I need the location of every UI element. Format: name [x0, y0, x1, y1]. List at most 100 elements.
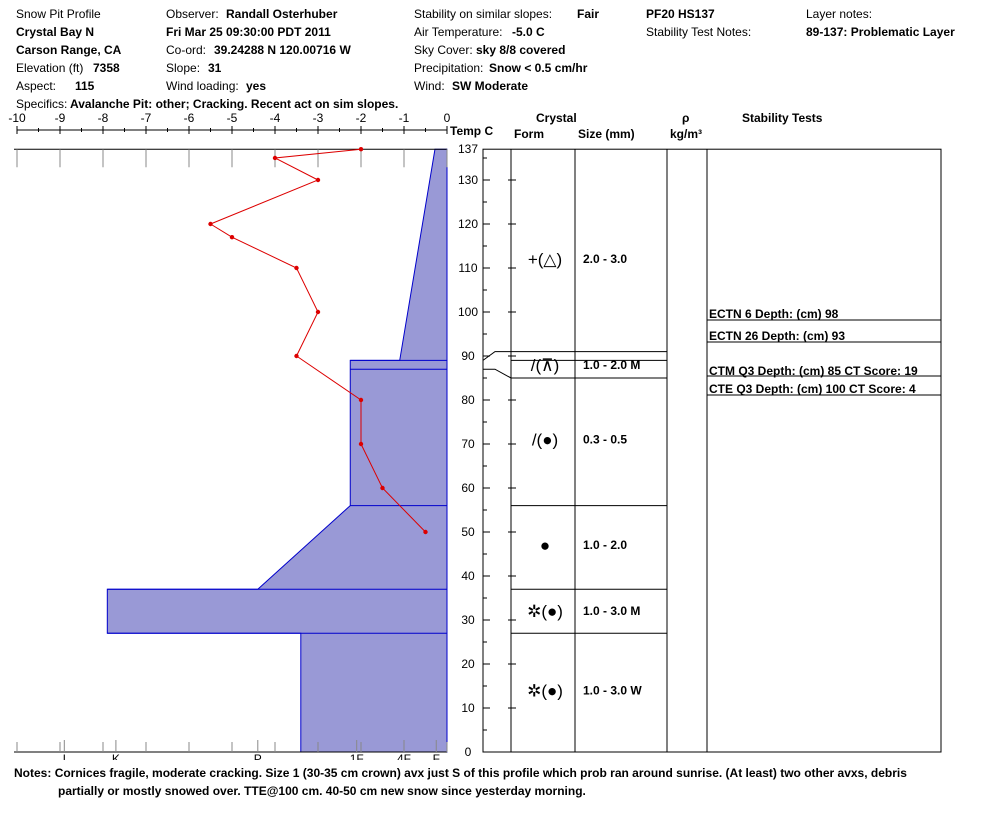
specifics-value: Avalanche Pit: other; Cracking. Recent a…: [70, 97, 399, 111]
stability-test-label: CTM Q3 Depth: (cm) 85 CT Score: 19: [709, 364, 918, 378]
sky-value: sky 8/8 covered: [476, 43, 566, 57]
elevation-label: Elevation (ft): [16, 61, 84, 75]
temp-column-header: Temp C: [450, 124, 494, 138]
hardness-tick-label: 1F: [350, 752, 364, 760]
temperature-point: [315, 309, 321, 315]
observer-value: Randall Osterhuber: [226, 7, 338, 21]
stability-value: Fair: [577, 7, 600, 21]
height-tick-label: 70: [461, 437, 475, 451]
height-tick-label: 80: [461, 393, 475, 407]
air-temp-value: -5.0 C: [512, 25, 545, 39]
crystal-size-label: 1.0 - 2.0: [583, 538, 627, 552]
hardness-profile: [106, 148, 448, 753]
height-tick-label: 50: [461, 525, 475, 539]
notes: Notes: Cornices fragile, moderate cracki…: [14, 764, 974, 800]
height-tick-label: 130: [458, 173, 478, 187]
form-column-header: Form: [514, 127, 544, 141]
hardness-tick-label: K: [112, 752, 120, 760]
height-tick-label: 90: [461, 349, 475, 363]
temp-tick-label: 0: [444, 111, 451, 125]
density-unit-header: kg/m³: [670, 127, 703, 141]
height-tick-label: 0: [465, 745, 472, 759]
layer-notes-value: 89-137: Problematic Layer: [806, 25, 955, 39]
layer-jog: [482, 351, 511, 361]
temperature-point: [208, 221, 213, 227]
wind-loading-value: yes: [246, 79, 267, 93]
pit-code: PF20 HS137: [646, 7, 715, 21]
temperature-point: [315, 177, 321, 183]
crystal-form-symbol: /(●): [532, 431, 558, 450]
slope-value: 31: [208, 61, 222, 75]
sky-label: Sky Cover:: [414, 43, 473, 57]
hardness-tick-label: I: [63, 752, 66, 760]
profile-label: Snow Pit Profile: [16, 7, 101, 21]
crystal-form-symbol: ✲(●): [527, 681, 563, 700]
region: Carson Range, CA: [16, 43, 122, 57]
precip-value: Snow < 0.5 cm/hr: [489, 61, 588, 75]
air-temp-label: Air Temperature:: [414, 25, 503, 39]
slope-label: Slope:: [166, 61, 201, 75]
temperature-point: [358, 397, 364, 403]
profile-table-frame: [482, 148, 942, 753]
crystal-form-symbol: ✲(●): [527, 602, 563, 621]
temp-tick-label: -10: [8, 111, 26, 125]
crystal-size-label: 2.0 - 3.0: [583, 252, 627, 266]
crystal-form-symbol: ●: [540, 536, 550, 555]
crystal-form-symbol: +(△): [528, 250, 562, 269]
temp-tick-label: -7: [141, 111, 152, 125]
temp-tick-label: -2: [356, 111, 367, 125]
temperature-point: [272, 155, 278, 161]
temperature-point: [294, 265, 299, 271]
stability-test-label: CTE Q3 Depth: (cm) 100 CT Score: 4: [709, 382, 916, 396]
wind-label: Wind:: [414, 79, 445, 93]
crystal-form-symbol: /(⊼): [531, 356, 560, 375]
stability-label: Stability on similar slopes:: [414, 7, 553, 21]
datetime: Fri Mar 25 09:30:00 PDT 2011: [166, 25, 331, 39]
height-tick-label: 30: [461, 613, 475, 627]
temperature-point: [358, 441, 364, 447]
temperature-point: [358, 147, 364, 152]
wind-value: SW Moderate: [452, 79, 529, 93]
hardness-tick-label: F: [433, 752, 440, 760]
temp-tick-label: -8: [98, 111, 109, 125]
hardness-tick-label: P: [254, 752, 262, 760]
height-tick-label: 100: [458, 305, 478, 319]
crystal-size-label: 0.3 - 0.5: [583, 433, 627, 447]
temp-tick-label: -3: [313, 111, 324, 125]
location: Crystal Bay N: [16, 25, 95, 39]
height-tick-label: 20: [461, 657, 475, 671]
aspect-value: 115: [75, 79, 95, 93]
height-tick-label: 60: [461, 481, 475, 495]
wind-loading-label: Wind loading:: [166, 79, 239, 93]
temperature-line: [209, 148, 426, 533]
hardness-tick-label: 4F: [397, 752, 411, 760]
rho-column-header: ρ: [682, 111, 690, 125]
stability-test-label: ECTN 6 Depth: (cm) 98: [709, 307, 839, 321]
crystal-size-label: 1.0 - 3.0 M: [583, 604, 640, 618]
precip-label: Precipitation:: [414, 61, 484, 75]
snow-profile-chart: -10 -9 -8 -7 -6 -5 -4 -3 -2 -1 0I K P 1F 4F F 0102030405…: [8, 111, 942, 760]
layer-jog: [483, 368, 512, 379]
temp-tick-label: -1: [399, 111, 410, 125]
temperature-point: [294, 353, 299, 359]
height-tick-label: 120: [458, 217, 478, 231]
height-tick-label: 137: [458, 142, 478, 156]
height-tick-label: 110: [458, 261, 477, 275]
temperature-point: [423, 529, 428, 535]
temp-tick-label: -6: [184, 111, 195, 125]
observer-label: Observer:: [166, 7, 219, 21]
height-tick-label: 10: [461, 701, 475, 715]
specifics-label: Specifics:: [16, 97, 68, 111]
coord-value: 39.24288 N 120.00716 W: [214, 43, 351, 57]
temperature-point: [229, 235, 235, 240]
elevation-value: 7358: [93, 61, 120, 75]
temp-tick-label: -9: [55, 111, 66, 125]
crystal-column-header: Crystal: [536, 111, 577, 125]
temperature-point: [380, 485, 385, 491]
notes-line-2: partially or mostly snowed over. TTE@100…: [58, 784, 586, 798]
crystal-size-label: 1.0 - 2.0 M: [583, 358, 640, 372]
temp-tick-label: -4: [270, 111, 281, 125]
notes-label: Notes:: [14, 766, 52, 780]
coord-label: Co-ord:: [166, 43, 207, 57]
size-column-header: Size (mm): [578, 127, 635, 141]
